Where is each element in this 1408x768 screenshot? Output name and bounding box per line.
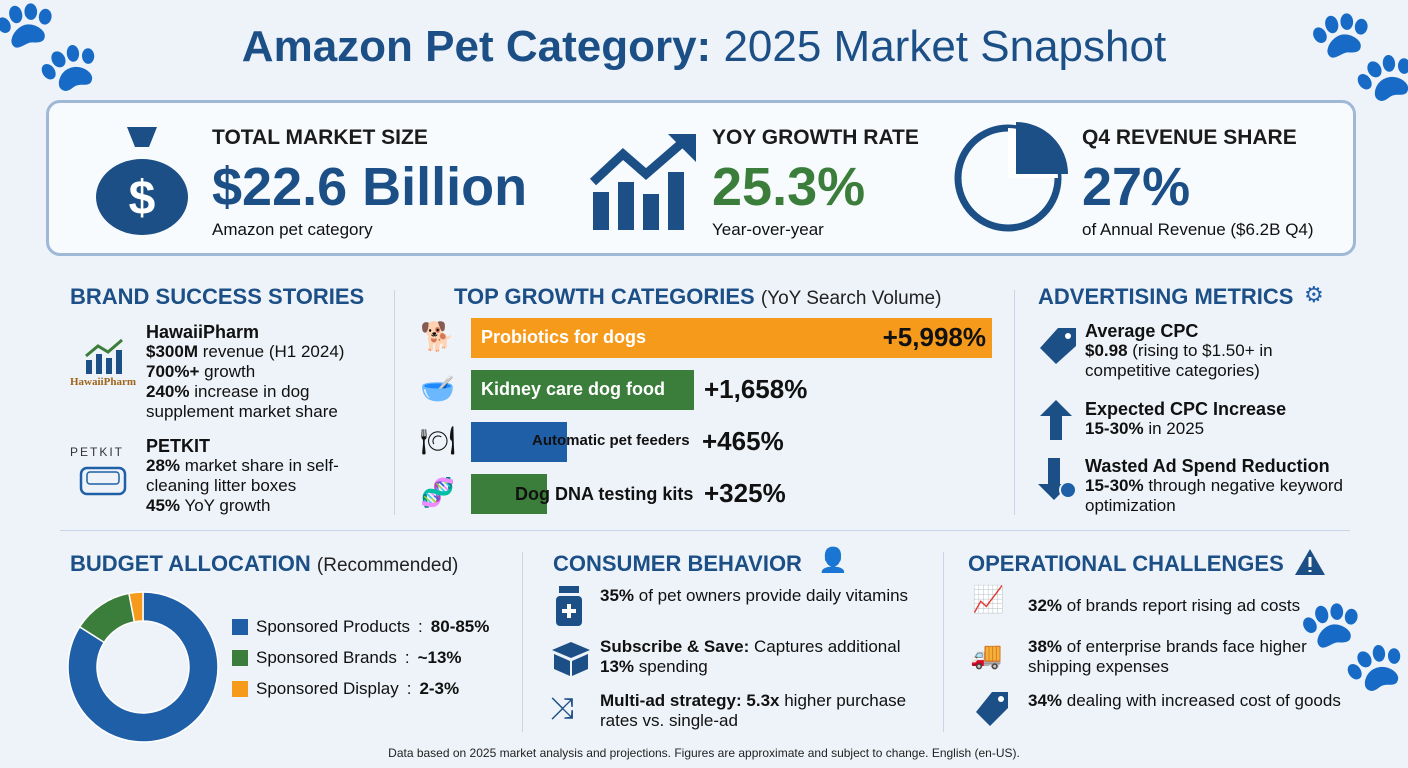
pie-chart-icon — [954, 122, 1068, 232]
section-title: TOP GROWTH CATEGORIES (YoY Search Volume… — [454, 284, 942, 309]
price-tag-icon — [976, 692, 1008, 726]
page-title: Amazon Pet Category: 2025 Market Snapsho… — [241, 22, 1167, 71]
divider — [522, 552, 523, 732]
subscription-box-icon — [552, 642, 590, 676]
arrow-up-icon — [1040, 400, 1072, 440]
warning-icon — [1295, 549, 1325, 575]
section-title: OPERATIONAL CHALLENGES — [968, 551, 1284, 576]
shuffle-icon: ⤨ — [550, 692, 574, 725]
petkit-logo: PETKIT — [70, 445, 125, 459]
brand-petkit: PETKIT 28% market share in self-cleaning… — [146, 436, 339, 515]
bar-value-label: +325% — [704, 478, 786, 508]
bar-value-label: +465% — [702, 426, 784, 456]
divider — [394, 290, 395, 515]
dog-icon: 🐕 — [420, 321, 455, 352]
rising-costs-icon: 📈 — [972, 584, 1005, 614]
kpi-value: 25.3% — [712, 157, 866, 217]
kpi-value: 27% — [1082, 157, 1191, 217]
kpi-sub: Amazon pet category — [212, 220, 373, 239]
person-chat-icon: 👤 — [818, 547, 848, 574]
paw-decoration-icon: 🐾 — [1305, 5, 1408, 105]
ad-metric: Expected CPC Increase 15-30% in 2025 — [1085, 399, 1287, 438]
svg-text:$: $ — [129, 172, 156, 225]
ops-item: 34% dealing with increased cost of goods — [1028, 691, 1341, 710]
section-title: CONSUMER BEHAVIOR — [553, 551, 802, 576]
growth-bar — [471, 370, 694, 410]
donut-slice — [67, 591, 219, 743]
kpi-sub: of Annual Revenue ($6.2B Q4) — [1082, 220, 1314, 239]
growth-bar — [471, 318, 992, 358]
dna-icon: 🧬 — [420, 477, 455, 508]
consumer-item: 35% of pet owners provide daily vitamins — [600, 586, 909, 605]
legend-swatch — [232, 650, 248, 666]
legend-item: Sponsored Products:80-85% — [232, 617, 489, 637]
growth-bar — [471, 422, 568, 462]
delivery-truck-icon: 🚚 — [970, 640, 1003, 670]
hawaiipharm-logo: HawaiiPharm — [70, 376, 136, 388]
donut-slice — [128, 591, 144, 623]
footer-note: Data based on 2025 market analysis and p… — [388, 746, 1020, 760]
legend-swatch — [232, 619, 248, 635]
money-bag-icon: $ — [96, 127, 188, 235]
paw-decoration-icon: 🐾 — [0, 0, 103, 95]
legend-swatch — [232, 681, 248, 697]
section-title: BUDGET ALLOCATION (Recommended) — [70, 551, 459, 576]
arrow-down-gear-icon — [1038, 458, 1077, 500]
bar-category-label: Kidney care dog food — [481, 379, 666, 399]
ad-metric: Wasted Ad Spend Reduction 15-30% through … — [1085, 456, 1344, 515]
kpi-label: TOTAL MARKET SIZE — [212, 126, 428, 149]
legend-item: Sponsored Brands: ~13% — [232, 648, 462, 668]
kpi-label: YOY GROWTH RATE — [712, 126, 919, 149]
bar-category-label: Dog DNA testing kits — [515, 484, 694, 504]
growth-chart-icon — [589, 134, 696, 230]
bar-category-label: Automatic pet feeders — [532, 432, 690, 449]
ad-metric: Average CPC $0.98 (rising to $1.50+ in co… — [1085, 321, 1273, 380]
pet-bowl-icon: 🥣 — [420, 373, 455, 404]
divider — [1014, 290, 1015, 515]
vitamin-bottle-icon — [556, 586, 582, 626]
kpi-label: Q4 REVENUE SHARE — [1082, 126, 1297, 149]
bar-value-label: +1,658% — [703, 374, 808, 404]
growth-bar — [471, 474, 548, 514]
section-title: BRAND SUCCESS STORIES — [70, 284, 365, 309]
litter-box-icon — [79, 466, 127, 496]
ops-item: 32% of brands report rising ad costs — [1028, 596, 1301, 615]
section-title: ADVERTISING METRICS — [1038, 284, 1294, 309]
kpi-panel — [46, 100, 1356, 256]
kpi-sub: Year-over-year — [712, 220, 824, 239]
divider — [60, 530, 1350, 531]
consumer-item: Subscribe & Save: Captures additional 13… — [600, 637, 901, 676]
pet-feeder-icon: 🍽 — [420, 425, 456, 456]
ops-item: 38% of enterprise brands face higher shi… — [1028, 637, 1307, 676]
bar-category-label: Probiotics for dogs — [481, 327, 647, 347]
divider — [943, 552, 944, 732]
paw-decoration-icon: 🐾 — [1295, 595, 1408, 695]
growth-chart-icon — [85, 338, 123, 374]
bar-value-label: +5,998% — [882, 322, 986, 352]
consumer-item: Multi-ad strategy: 5.3x higher purchase … — [600, 691, 907, 730]
brand-hawaiipharm: HawaiiPharm $300M revenue (H1 2024) 700%… — [146, 322, 345, 421]
price-tag-icon — [1040, 328, 1076, 364]
code-settings-icon: ⚙ — [1304, 282, 1324, 307]
kpi-value: $22.6 Billion — [212, 157, 528, 217]
budget-donut-chart — [67, 591, 219, 743]
legend-item: Sponsored Display:2-3% — [232, 679, 459, 699]
